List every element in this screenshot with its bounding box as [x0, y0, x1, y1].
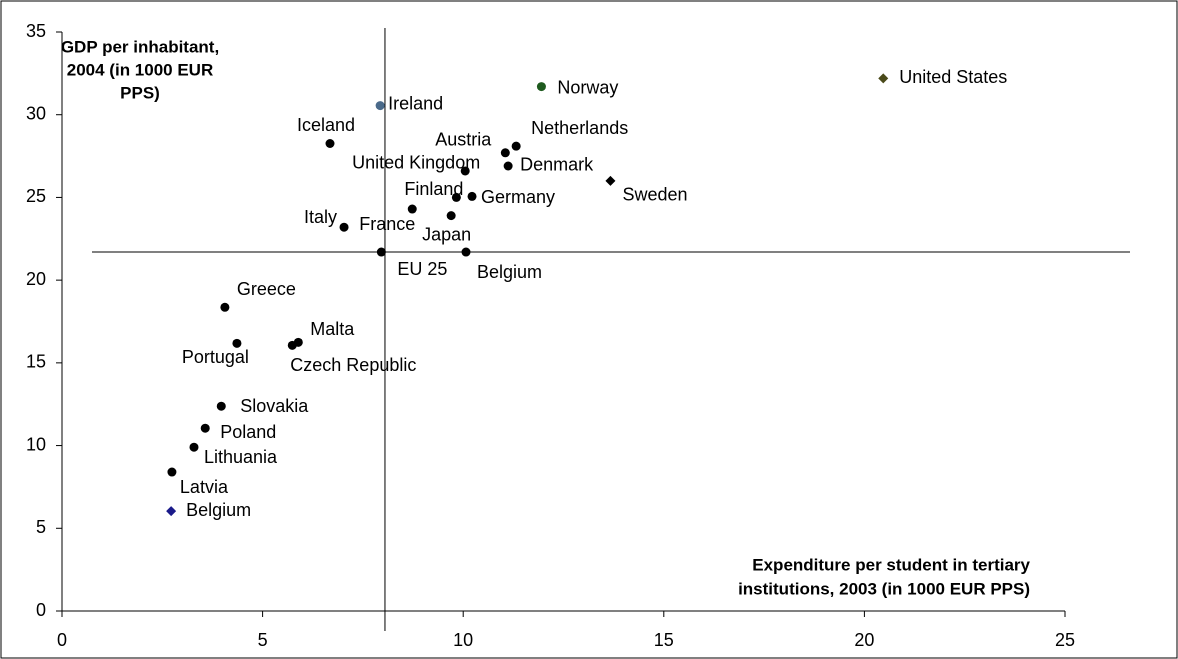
- point-label: Denmark: [520, 155, 594, 175]
- point-label: Belgium: [477, 262, 542, 282]
- point-label: Latvia: [180, 477, 229, 497]
- point: [536, 82, 546, 92]
- y-tick-label: 20: [26, 269, 46, 289]
- x-tick-label: 10: [453, 630, 473, 650]
- point-label: Austria: [435, 130, 492, 150]
- point: [451, 192, 461, 202]
- point-label: Lithuania: [204, 447, 278, 467]
- point-label: United Kingdom: [352, 153, 480, 173]
- x-axis-title: Expenditure per student in tertiary: [752, 555, 1030, 574]
- point: [500, 148, 510, 158]
- point: [220, 302, 230, 312]
- point: [605, 175, 616, 186]
- y-tick-label: 15: [26, 352, 46, 372]
- point: [407, 204, 417, 214]
- point: [189, 442, 199, 452]
- y-tick-label: 25: [26, 186, 46, 206]
- point-label: Greece: [237, 279, 296, 299]
- point: [511, 141, 521, 151]
- point-label: Japan: [422, 224, 471, 244]
- point-label: Norway: [557, 77, 618, 97]
- point: [216, 401, 226, 411]
- point-label: Sweden: [622, 185, 687, 205]
- point: [446, 211, 456, 221]
- y-tick-label: 5: [36, 517, 46, 537]
- point-label: Portugal: [182, 347, 249, 367]
- point-label: Slovakia: [240, 396, 309, 416]
- point: [503, 161, 513, 171]
- point: [339, 222, 349, 232]
- y-axis-title: 2004 (in 1000 EUR: [67, 60, 213, 79]
- point-label: France: [359, 214, 415, 234]
- x-axis-title: institutions, 2003 (in 1000 EUR PPS): [738, 579, 1030, 598]
- point: [375, 101, 385, 111]
- point-label: Malta: [310, 319, 355, 339]
- point-label: EU 25: [397, 259, 447, 279]
- point-label: Iceland: [297, 115, 355, 135]
- point-label: Ireland: [388, 93, 443, 113]
- x-tick-label: 20: [854, 630, 874, 650]
- point-label: United States: [899, 67, 1007, 87]
- point-label: Belgium: [186, 500, 251, 520]
- point: [325, 138, 335, 148]
- y-tick-label: 10: [26, 434, 46, 454]
- y-tick-label: 30: [26, 103, 46, 123]
- point: [461, 247, 471, 257]
- point: [167, 467, 177, 477]
- point-label: Germany: [481, 187, 555, 207]
- point: [376, 247, 386, 257]
- point-label: Netherlands: [531, 118, 628, 138]
- point-label: Finland: [404, 179, 463, 199]
- y-tick-label: 35: [26, 21, 46, 41]
- point: [460, 166, 470, 176]
- x-tick-label: 15: [654, 630, 674, 650]
- x-tick-label: 0: [57, 630, 67, 650]
- y-tick-label: 0: [36, 600, 46, 620]
- point-label: Czech Republic: [290, 355, 416, 375]
- point: [200, 423, 210, 433]
- point: [467, 191, 477, 201]
- x-tick-label: 5: [258, 630, 268, 650]
- point-label: Italy: [304, 207, 337, 227]
- point-label: Poland: [220, 422, 276, 442]
- point: [287, 340, 297, 350]
- y-axis-title: GDP per inhabitant,: [61, 37, 219, 56]
- point: [232, 338, 242, 348]
- y-axis-title: PPS): [120, 83, 160, 102]
- point: [166, 506, 177, 517]
- point: [878, 73, 889, 84]
- x-tick-label: 25: [1055, 630, 1075, 650]
